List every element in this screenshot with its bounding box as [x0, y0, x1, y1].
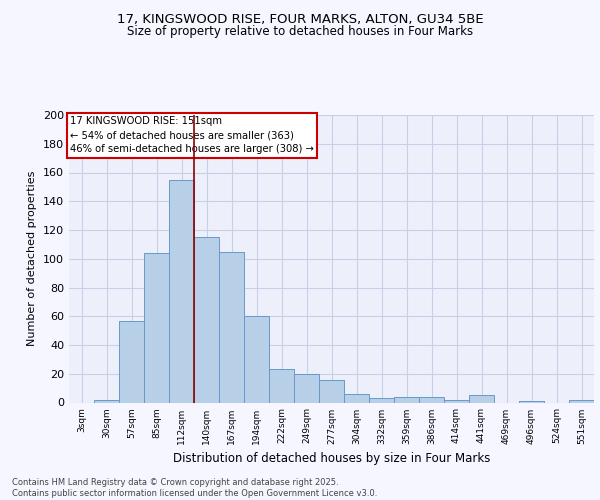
Y-axis label: Number of detached properties: Number of detached properties — [28, 171, 37, 346]
Bar — [319, 380, 344, 402]
X-axis label: Distribution of detached houses by size in Four Marks: Distribution of detached houses by size … — [173, 452, 490, 465]
Bar — [394, 397, 419, 402]
Bar — [269, 370, 294, 402]
Bar — [244, 316, 269, 402]
Bar — [519, 401, 544, 402]
Text: Contains HM Land Registry data © Crown copyright and database right 2025.
Contai: Contains HM Land Registry data © Crown c… — [12, 478, 377, 498]
Bar — [444, 400, 469, 402]
Bar — [419, 397, 444, 402]
Bar — [294, 374, 319, 402]
Bar — [144, 253, 169, 402]
Text: 17 KINGSWOOD RISE: 151sqm
← 54% of detached houses are smaller (363)
46% of semi: 17 KINGSWOOD RISE: 151sqm ← 54% of detac… — [70, 116, 314, 154]
Text: Size of property relative to detached houses in Four Marks: Size of property relative to detached ho… — [127, 25, 473, 38]
Bar — [369, 398, 394, 402]
Bar — [194, 237, 219, 402]
Bar — [219, 252, 244, 402]
Bar — [569, 400, 594, 402]
Bar — [94, 400, 119, 402]
Bar — [119, 320, 144, 402]
Bar — [469, 396, 494, 402]
Bar — [169, 180, 194, 402]
Text: 17, KINGSWOOD RISE, FOUR MARKS, ALTON, GU34 5BE: 17, KINGSWOOD RISE, FOUR MARKS, ALTON, G… — [116, 12, 484, 26]
Bar — [344, 394, 369, 402]
